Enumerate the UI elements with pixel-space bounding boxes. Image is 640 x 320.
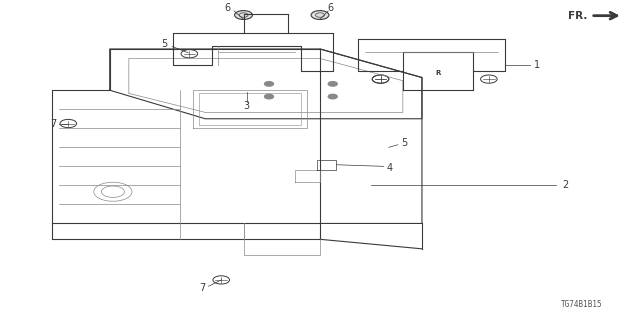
Text: 5: 5	[161, 39, 167, 49]
Text: 2: 2	[562, 180, 568, 190]
Text: FR.: FR.	[568, 11, 588, 21]
Text: 1: 1	[534, 60, 540, 70]
Text: 5: 5	[401, 138, 407, 148]
Circle shape	[235, 11, 252, 20]
Text: R: R	[435, 70, 440, 76]
Circle shape	[328, 94, 337, 99]
Text: 7: 7	[200, 284, 206, 293]
Circle shape	[328, 82, 337, 86]
Text: 7: 7	[51, 118, 57, 129]
Circle shape	[264, 82, 273, 86]
Circle shape	[264, 94, 273, 99]
Circle shape	[311, 11, 329, 20]
Text: 6: 6	[327, 4, 333, 13]
Text: 4: 4	[387, 163, 393, 173]
Text: 6: 6	[225, 4, 230, 13]
Text: 3: 3	[244, 101, 250, 111]
Text: TG74B1B15: TG74B1B15	[561, 300, 602, 309]
